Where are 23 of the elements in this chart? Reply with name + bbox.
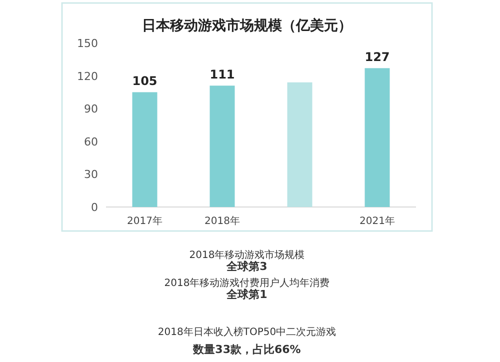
text: 2018年日本收入榜TOP50中二次元游戏	[158, 326, 336, 338]
data-label: 105	[132, 74, 158, 88]
text: 全球第1	[226, 288, 268, 301]
y-tick-label: 150	[77, 37, 98, 50]
y-tick-label: 90	[84, 102, 98, 116]
text: 2018年移动游戏付费用户人均年消费	[164, 277, 330, 289]
x-tick-label: 2018年	[204, 215, 240, 227]
y-tick-label: 120	[77, 70, 98, 83]
y-tick-label: 30	[84, 168, 98, 182]
text: 全球第3	[226, 260, 268, 273]
data-label: 111	[210, 68, 235, 82]
text: 数量33款，占比66%	[192, 343, 301, 356]
y-tick-label: 60	[84, 135, 98, 148]
bar	[364, 68, 390, 207]
bar	[210, 86, 235, 207]
x-tick-label: 2017年	[127, 215, 162, 227]
text: 2018年移动游戏市场规模	[189, 249, 305, 261]
y-tick-label: 0	[91, 201, 98, 214]
data-label: 127	[364, 50, 390, 64]
bar	[287, 82, 312, 207]
x-tick-label: 2021年	[360, 215, 395, 227]
bar	[132, 92, 158, 207]
chart-title: 日本移动游戏市场规模（亿美元）	[142, 17, 352, 34]
